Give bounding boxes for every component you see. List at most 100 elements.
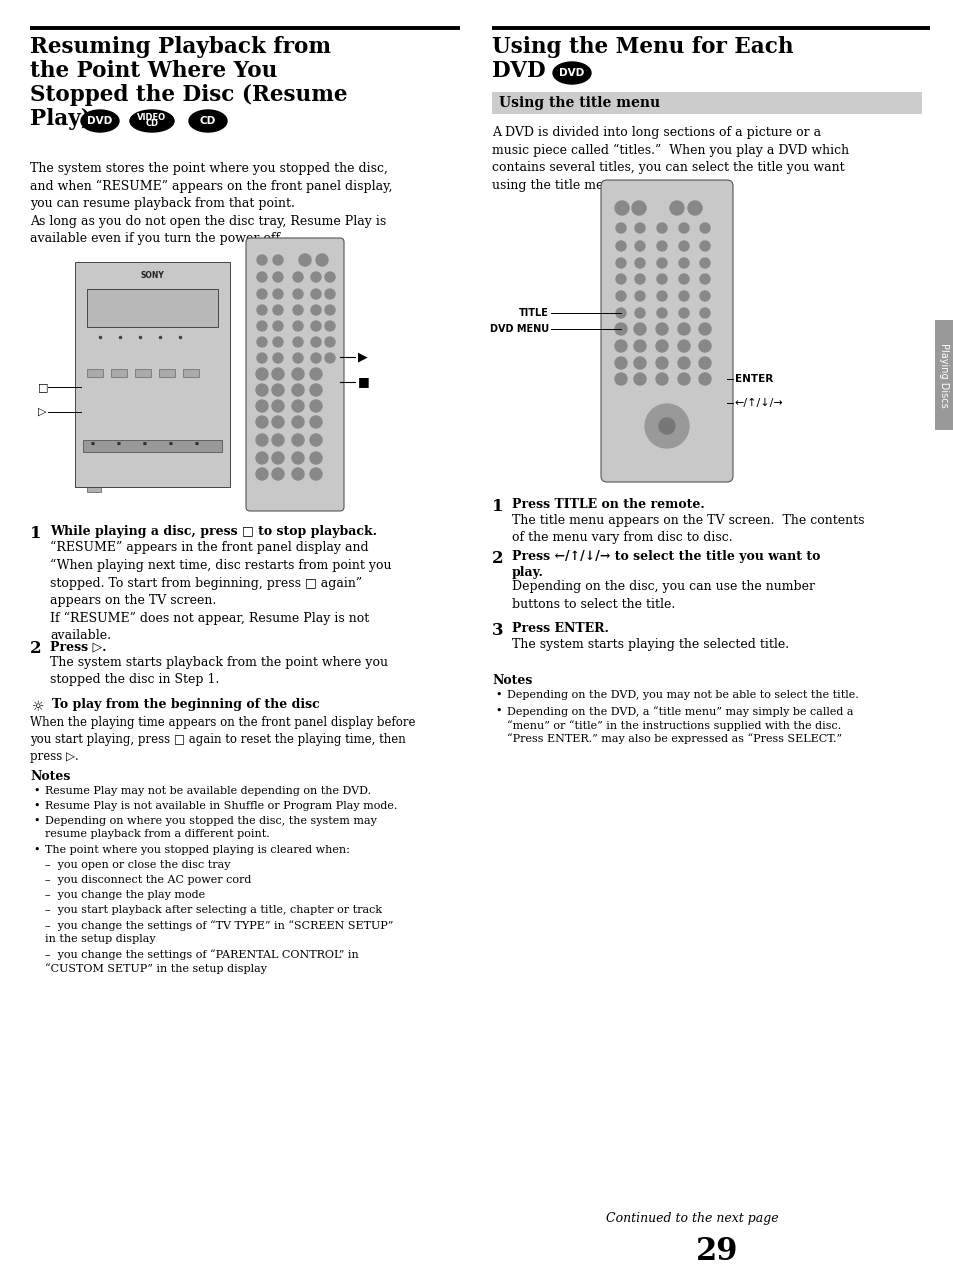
Circle shape	[315, 254, 328, 266]
Circle shape	[635, 290, 644, 301]
Circle shape	[699, 357, 710, 369]
FancyBboxPatch shape	[183, 369, 199, 377]
FancyBboxPatch shape	[934, 320, 953, 431]
Circle shape	[679, 241, 688, 251]
Text: To play from the beginning of the disc: To play from the beginning of the disc	[52, 698, 319, 711]
FancyBboxPatch shape	[111, 369, 127, 377]
Circle shape	[699, 373, 710, 385]
Text: 2: 2	[30, 640, 42, 657]
Text: Notes: Notes	[30, 769, 71, 784]
Circle shape	[635, 259, 644, 268]
Circle shape	[616, 274, 625, 284]
Circle shape	[293, 289, 303, 299]
Circle shape	[292, 400, 304, 412]
Text: DVD: DVD	[492, 60, 545, 82]
Text: ☼: ☼	[32, 699, 45, 713]
Circle shape	[292, 368, 304, 380]
Text: Resume Play may not be available depending on the DVD.: Resume Play may not be available dependi…	[45, 786, 371, 796]
Circle shape	[311, 304, 320, 315]
Circle shape	[293, 304, 303, 315]
Circle shape	[635, 274, 644, 284]
Circle shape	[616, 223, 625, 233]
Text: •: •	[495, 706, 501, 716]
Circle shape	[631, 201, 645, 215]
Circle shape	[256, 289, 267, 299]
Ellipse shape	[189, 110, 227, 132]
Text: Continued to the next page: Continued to the next page	[605, 1212, 778, 1226]
Text: ■: ■	[194, 442, 199, 446]
Circle shape	[325, 289, 335, 299]
Text: 2: 2	[492, 550, 503, 567]
Text: Press ←/↑/↓/→ to select the title you want to
play.: Press ←/↑/↓/→ to select the title you wa…	[512, 550, 820, 578]
Text: •: •	[33, 817, 39, 826]
Circle shape	[293, 353, 303, 363]
Circle shape	[255, 368, 268, 380]
Circle shape	[700, 274, 709, 284]
Text: –  you change the settings of “TV TYPE” in “SCREEN SETUP”
in the setup display: – you change the settings of “TV TYPE” i…	[45, 920, 393, 944]
Circle shape	[255, 468, 268, 480]
Text: SONY: SONY	[140, 270, 164, 279]
Circle shape	[310, 468, 322, 480]
Circle shape	[292, 417, 304, 428]
Circle shape	[310, 368, 322, 380]
Text: 1: 1	[492, 498, 503, 515]
FancyBboxPatch shape	[135, 369, 151, 377]
Circle shape	[615, 324, 626, 335]
Text: ▷: ▷	[38, 406, 47, 417]
Text: –  you start playback after selecting a title, chapter or track: – you start playback after selecting a t…	[45, 905, 382, 915]
Circle shape	[616, 308, 625, 318]
Circle shape	[616, 259, 625, 268]
Circle shape	[657, 290, 666, 301]
Text: VIDEO: VIDEO	[137, 113, 167, 122]
Circle shape	[634, 324, 645, 335]
Text: The system stores the point where you stopped the disc,
and when “RESUME” appear: The system stores the point where you st…	[30, 162, 392, 246]
Circle shape	[657, 308, 666, 318]
Circle shape	[310, 417, 322, 428]
Circle shape	[311, 338, 320, 347]
Text: CD: CD	[145, 120, 158, 129]
Circle shape	[292, 383, 304, 396]
Circle shape	[273, 255, 283, 265]
Circle shape	[678, 324, 689, 335]
Text: Depending on the DVD, a “title menu” may simply be called a
“menu” or “title” in: Depending on the DVD, a “title menu” may…	[506, 706, 853, 744]
Circle shape	[656, 357, 667, 369]
Text: TITLE: TITLE	[518, 308, 548, 318]
Circle shape	[273, 273, 283, 282]
Text: When the playing time appears on the front panel display before
you start playin: When the playing time appears on the fro…	[30, 716, 416, 763]
Text: ■: ■	[143, 442, 147, 446]
Circle shape	[293, 273, 303, 282]
Circle shape	[272, 383, 284, 396]
Circle shape	[298, 254, 311, 266]
Circle shape	[255, 417, 268, 428]
Text: •: •	[33, 801, 39, 812]
Circle shape	[311, 353, 320, 363]
Text: Depending on the DVD, you may not be able to select the title.: Depending on the DVD, you may not be abl…	[506, 691, 858, 699]
Circle shape	[634, 357, 645, 369]
Circle shape	[679, 223, 688, 233]
Text: ←/↑/↓/→: ←/↑/↓/→	[734, 397, 783, 408]
FancyBboxPatch shape	[159, 369, 174, 377]
Text: Press TITLE on the remote.: Press TITLE on the remote.	[512, 498, 704, 511]
Circle shape	[657, 274, 666, 284]
Circle shape	[310, 452, 322, 464]
Circle shape	[679, 290, 688, 301]
Text: The system starts playing the selected title.: The system starts playing the selected t…	[512, 638, 788, 651]
Text: –  you open or close the disc tray: – you open or close the disc tray	[45, 860, 231, 870]
Circle shape	[273, 353, 283, 363]
Circle shape	[679, 259, 688, 268]
Text: A DVD is divided into long sections of a picture or a
music piece called “titles: A DVD is divided into long sections of a…	[492, 126, 848, 192]
Circle shape	[700, 308, 709, 318]
Circle shape	[273, 321, 283, 331]
Text: 29: 29	[695, 1236, 738, 1268]
Circle shape	[700, 290, 709, 301]
Text: CD: CD	[200, 116, 216, 126]
Circle shape	[255, 434, 268, 446]
Text: Depending on the disc, you can use the number
buttons to select the title.: Depending on the disc, you can use the n…	[512, 580, 814, 610]
Ellipse shape	[130, 110, 173, 132]
Text: ■: ■	[169, 442, 172, 446]
Circle shape	[311, 321, 320, 331]
Circle shape	[272, 468, 284, 480]
Circle shape	[256, 321, 267, 331]
Circle shape	[669, 201, 683, 215]
Circle shape	[616, 290, 625, 301]
